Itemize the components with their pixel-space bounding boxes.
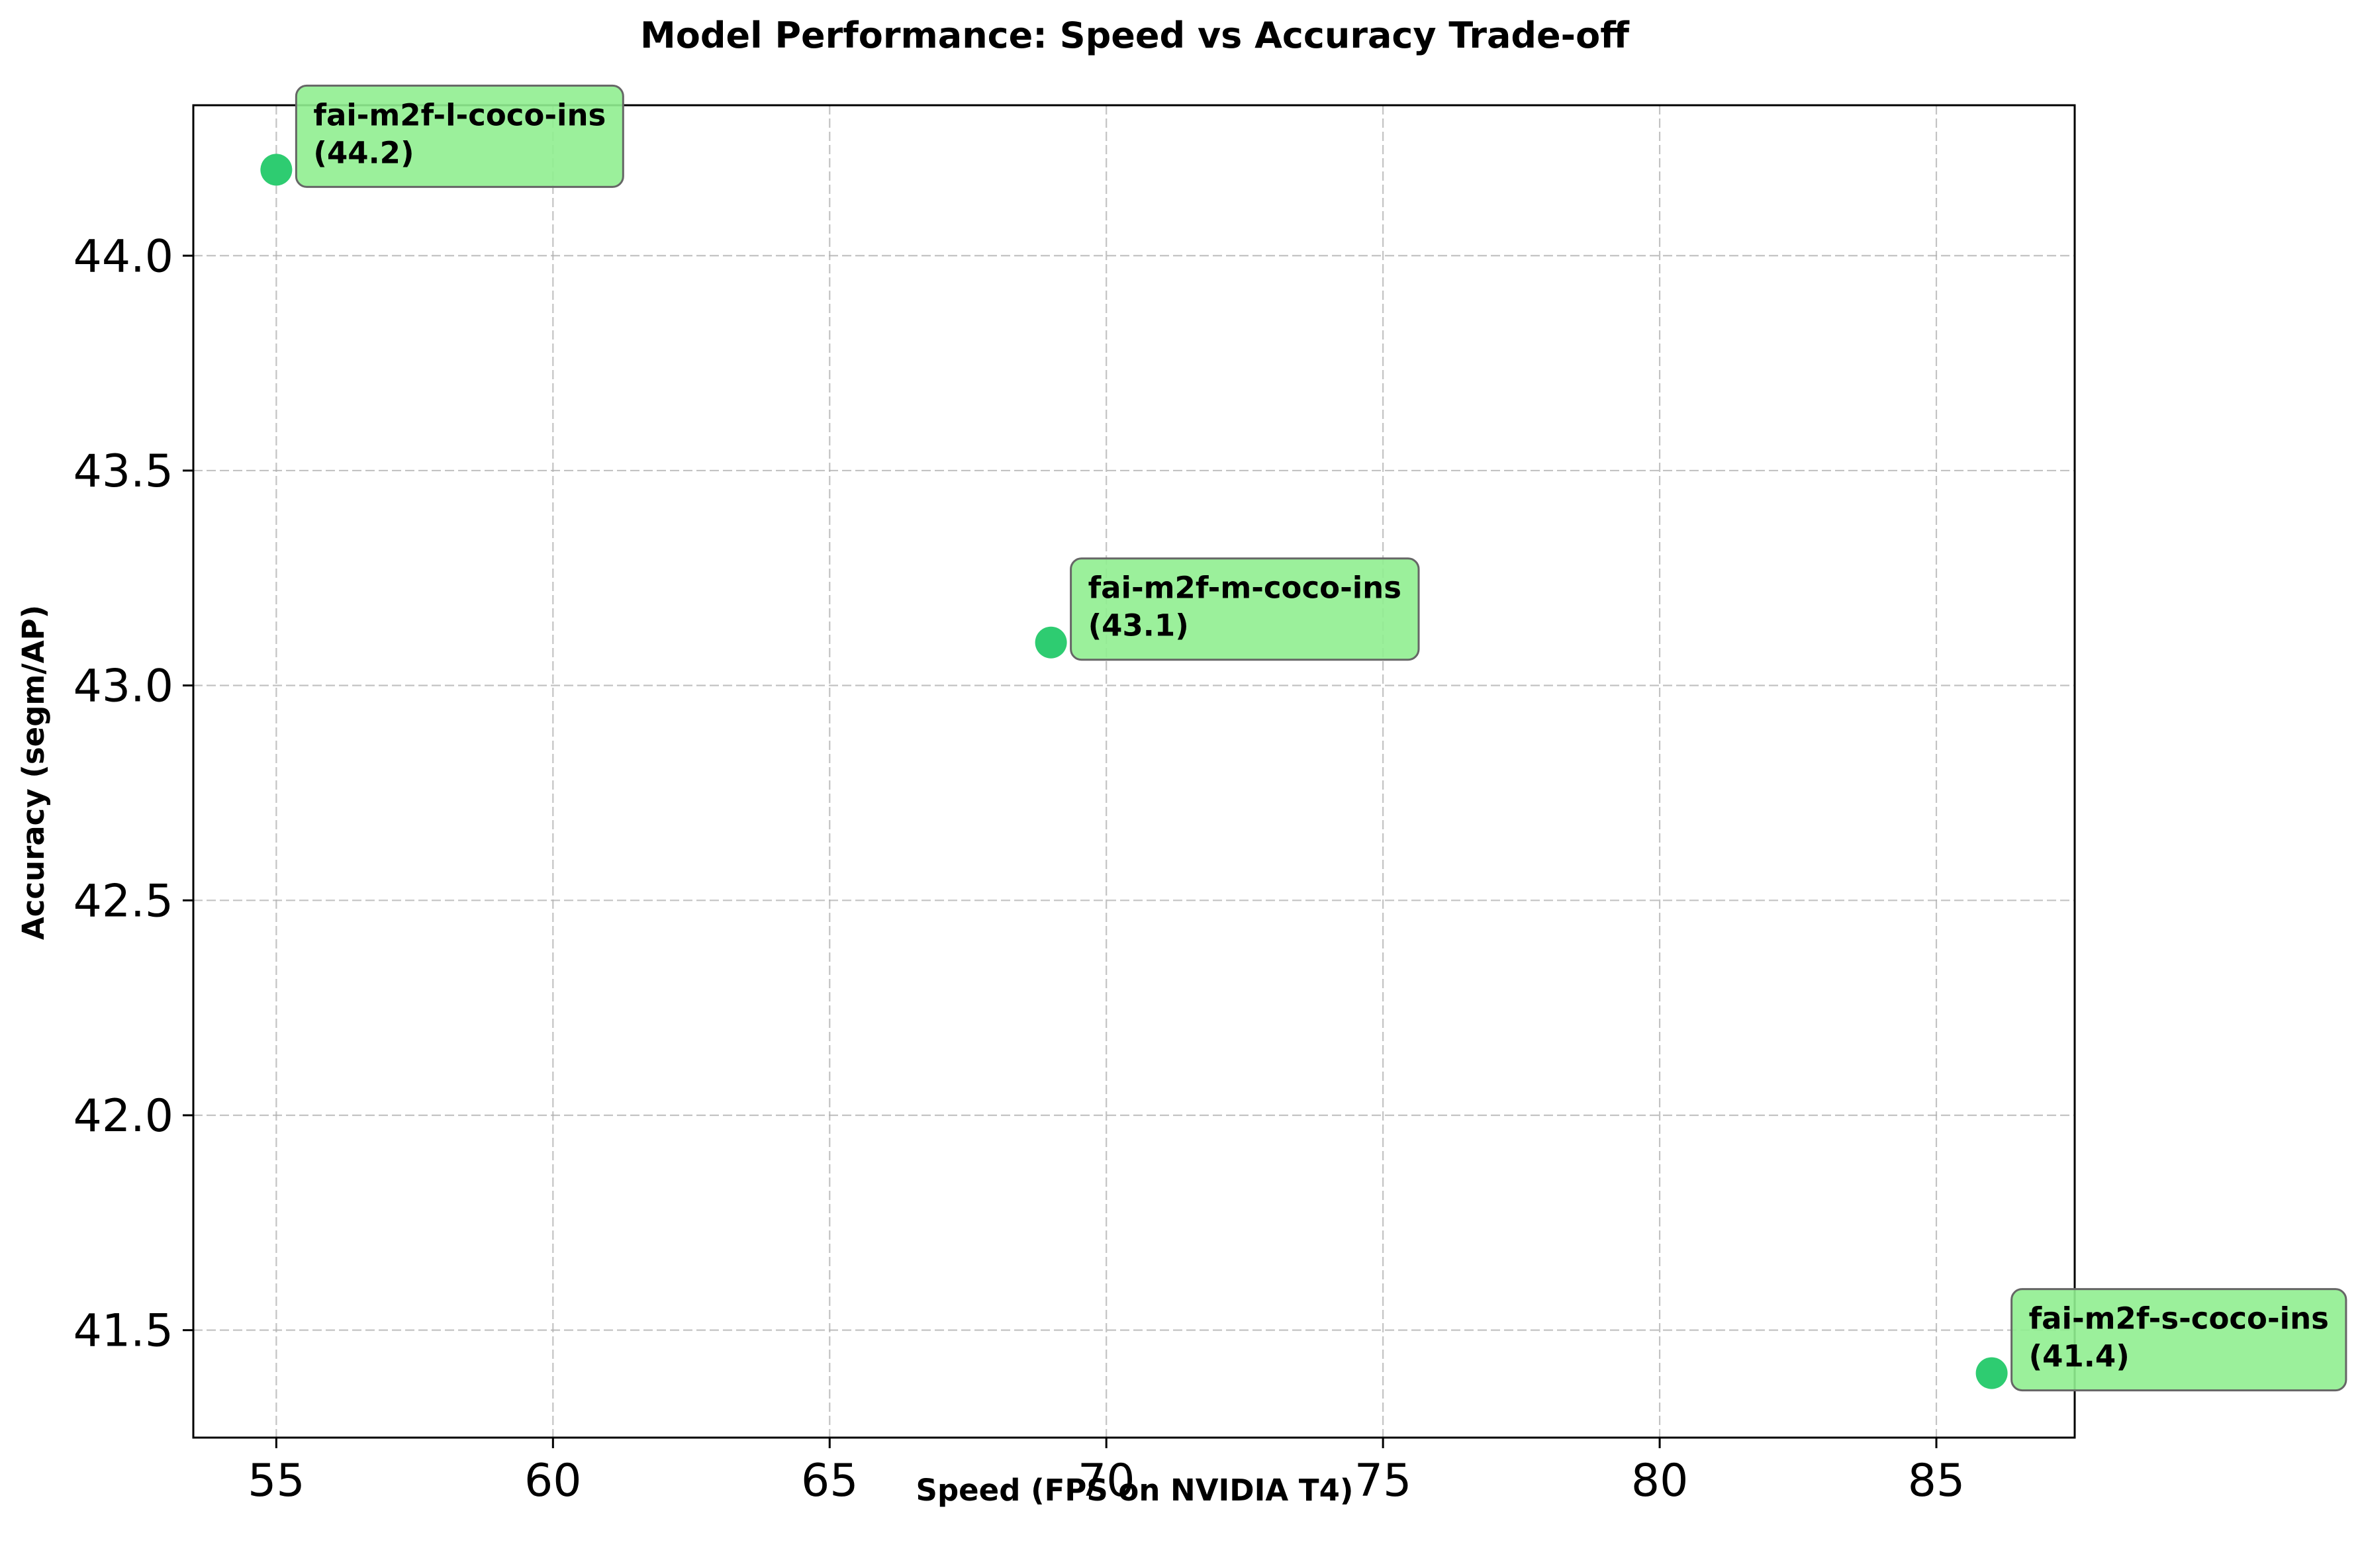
x-tick-label: 65 (801, 1455, 859, 1507)
annotation-model-name: fai-m2f-l-coco-ins (313, 97, 606, 132)
x-axis-ticks: 55 60 65 70 75 80 85 (248, 1438, 1965, 1507)
y-tick-label: 43.0 (73, 661, 173, 713)
y-tick-label: 42.0 (73, 1090, 173, 1142)
annotation-accuracy-value: (44.2) (313, 135, 414, 170)
annotation-accuracy-value: (41.4) (2029, 1339, 2130, 1374)
x-tick-label: 85 (1908, 1455, 1965, 1507)
x-tick-label: 55 (248, 1455, 305, 1507)
data-point (260, 154, 293, 186)
x-tick-label: 80 (1631, 1455, 1689, 1507)
point-annotations: fai-m2f-l-coco-ins(44.2) fai-m2f-m-coco-i… (295, 84, 2347, 1392)
annotation-box (1070, 557, 1420, 661)
x-tick-label: 70 (1078, 1455, 1135, 1507)
annotation-box (295, 84, 624, 188)
y-axis-ticks: 41.5 42.0 42.5 43.0 43.5 44.0 (73, 230, 193, 1358)
grid-lines (193, 105, 2075, 1438)
x-axis-label: Speed (FPS on NVIDIA T4) (916, 1473, 1354, 1508)
y-tick-label: 43.5 (73, 445, 173, 498)
data-point (1975, 1357, 2008, 1389)
point-annotation: fai-m2f-l-coco-ins(44.2) (295, 84, 624, 188)
annotation-accuracy-value: (43.1) (1088, 608, 1189, 643)
x-tick-label: 75 (1354, 1455, 1412, 1507)
annotation-model-name: fai-m2f-m-coco-ins (1088, 571, 1401, 606)
data-points (260, 154, 2008, 1389)
point-annotation: fai-m2f-s-coco-ins(41.4) (2010, 1288, 2347, 1392)
y-tick-label: 41.5 (73, 1305, 173, 1358)
y-tick-label: 42.5 (73, 875, 173, 927)
plot-area-frame (192, 104, 2076, 1439)
annotation-box (2010, 1288, 2347, 1392)
data-point (1035, 626, 1067, 659)
y-tick-label: 44.0 (73, 230, 173, 283)
chart-title: Model Performance: Speed vs Accuracy Tra… (640, 15, 1630, 56)
point-annotation: fai-m2f-m-coco-ins(43.1) (1070, 557, 1420, 661)
y-axis-label: Accuracy (segm/AP) (16, 605, 51, 940)
annotation-model-name: fai-m2f-s-coco-ins (2029, 1301, 2329, 1336)
x-tick-label: 60 (524, 1455, 582, 1507)
